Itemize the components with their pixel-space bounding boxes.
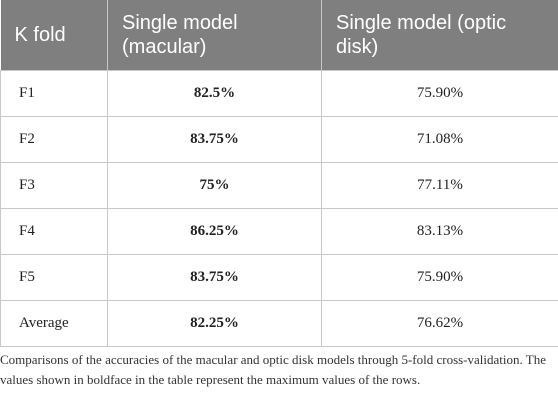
accuracy-table: K fold Single model (macular) Single mode… (0, 0, 558, 347)
optic-disk-value-cell: 75.90% (321, 253, 558, 301)
header-single-model-macular: Single model (macular) (107, 0, 322, 70)
macular-value-cell: 83.75% (107, 115, 322, 163)
macular-value-cell: 75% (107, 161, 322, 209)
optic-disk-value-cell: 71.08% (321, 115, 558, 163)
table-row: F1 82.5% 75.90% (0, 69, 558, 117)
macular-value-cell: 83.75% (107, 253, 322, 301)
fold-cell: Average (0, 299, 108, 347)
macular-value-cell: 82.5% (107, 69, 322, 117)
optic-disk-value-cell: 83.13% (321, 207, 558, 255)
table-row: F4 86.25% 83.13% (0, 207, 558, 255)
macular-value-cell: 86.25% (107, 207, 322, 255)
optic-disk-value-cell: 76.62% (321, 299, 558, 347)
table-row-average: Average 82.25% 76.62% (0, 299, 558, 347)
table-row: F5 83.75% 75.90% (0, 253, 558, 301)
header-single-model-optic-disk: Single model (optic disk) (321, 0, 558, 70)
fold-cell: F3 (0, 161, 108, 209)
fold-cell: F1 (0, 69, 108, 117)
fold-cell: F5 (0, 253, 108, 301)
table-caption: Comparisons of the accuracies of the mac… (0, 352, 546, 387)
header-k-fold: K fold (14, 23, 66, 46)
macular-value-cell: 82.25% (107, 299, 322, 347)
table-row: F3 75% 77.11% (0, 161, 558, 209)
fold-cell: F4 (0, 207, 108, 255)
table-row: F2 83.75% 71.08% (0, 115, 558, 163)
header-row: K fold Single model (macular) Single mode… (0, 0, 558, 70)
optic-disk-value-cell: 75.90% (321, 69, 558, 117)
optic-disk-value-cell: 77.11% (321, 161, 558, 209)
fold-cell: F2 (0, 115, 108, 163)
